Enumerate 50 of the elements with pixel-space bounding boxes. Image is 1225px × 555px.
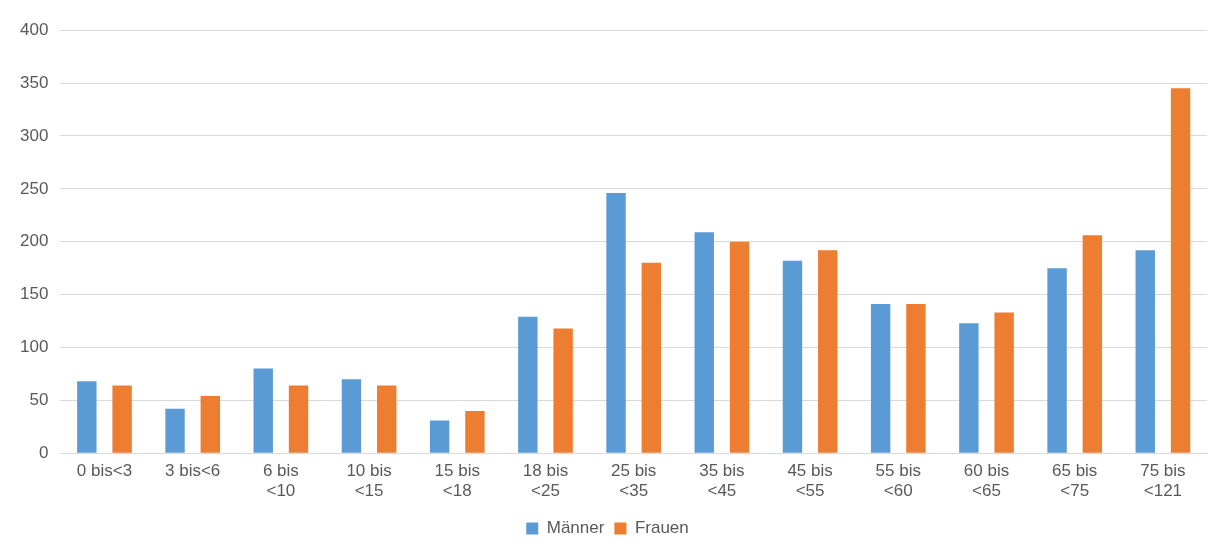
bar [253,368,273,453]
bar [906,304,926,453]
bar [729,241,750,453]
legend-label: Frauen [634,518,689,538]
bar [377,385,397,453]
x-tick-label: 15 bis <18 [434,461,480,501]
y-tick-label: 100 [19,337,49,357]
bar [429,420,450,453]
bar [165,408,185,453]
bar [77,381,97,453]
bar [641,262,662,453]
x-tick-label: 75 bis <121 [1140,461,1186,501]
x-tick-label: 35 bis <45 [699,461,745,501]
bar [518,316,538,453]
y-tick-label: 400 [19,19,49,39]
x-tick-label: 25 bis <35 [610,461,657,501]
x-tick-label: 3 bis<6 [165,461,221,481]
bar [818,250,838,453]
x-tick-label: 0 bis<3 [76,461,133,481]
y-tick-label: 300 [19,125,49,145]
bar [782,260,803,453]
bar [553,328,573,453]
y-tick-label: 0 [38,442,49,462]
y-tick-label: 150 [19,284,49,304]
x-tick-label: 60 bis <65 [963,461,1010,501]
x-tick-label: 6 bis <10 [262,461,299,501]
bar [200,396,221,453]
bar [288,385,309,453]
bar [1047,268,1067,453]
x-tick-label: 18 bis <25 [522,461,569,501]
bar [606,193,626,453]
bar [465,410,485,453]
bar [959,323,979,453]
y-tick-label: 200 [19,231,49,251]
bar [341,379,362,453]
x-tick-label: 55 bis <60 [875,461,921,501]
y-tick-label: 50 [29,390,49,410]
y-tick-label: 350 [19,72,49,92]
bar [870,304,891,453]
x-tick-label: 10 bis <15 [346,461,392,501]
legend-label: Männer [546,518,605,538]
bar [994,312,1014,453]
bar [1135,250,1155,453]
bar [112,385,132,453]
bar [694,232,714,453]
y-tick-label: 250 [19,178,49,198]
x-tick-label: 65 bis <75 [1052,461,1098,501]
bar [1082,235,1103,453]
x-tick-label: 45 bis <55 [787,461,833,501]
bar [1170,88,1191,453]
